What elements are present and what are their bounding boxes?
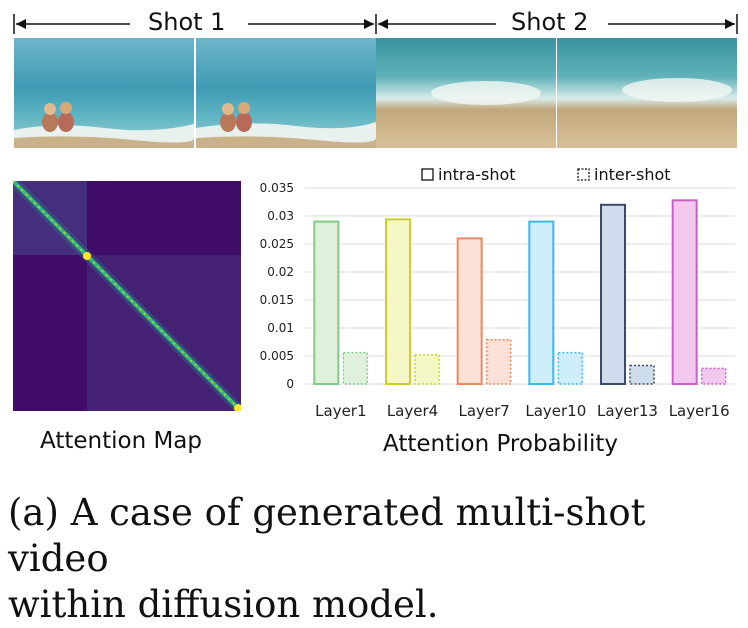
attention-probability-chart: 0 0.005 0.01 0.015 0.02 0.025 0.03 0.035 Layer1 L… bbox=[260, 165, 735, 420]
attention-map-title: Attention Map bbox=[40, 428, 202, 454]
x-tick-label: Layer1 bbox=[315, 402, 366, 420]
caption-line-2: within diffusion model. bbox=[8, 583, 439, 626]
shot-2-frame-2 bbox=[557, 38, 737, 148]
legend-label-inter-shot: inter-shot bbox=[594, 165, 671, 184]
shot-2-label: Shot 2 bbox=[497, 8, 603, 36]
intra-shot-bar-layer4 bbox=[385, 218, 411, 385]
x-tick-label: Layer16 bbox=[669, 402, 730, 420]
inter-shot-bar-layer13 bbox=[629, 364, 655, 385]
inter-shot-bar-layer10 bbox=[557, 351, 584, 385]
x-tick-label: Layer13 bbox=[597, 402, 658, 420]
y-tick-label: 0.015 bbox=[260, 293, 294, 307]
y-tick-label: 0.01 bbox=[267, 321, 294, 335]
y-tick-label: 0.025 bbox=[260, 237, 294, 251]
y-tick-label: 0.005 bbox=[260, 349, 294, 363]
shot-1-frame-2 bbox=[196, 38, 376, 148]
x-tick-label: Layer7 bbox=[458, 402, 509, 420]
legend-swatch-inter-shot bbox=[577, 168, 590, 181]
intra-shot-bar-layer16 bbox=[671, 199, 698, 385]
inter-shot-bar-layer4 bbox=[414, 354, 440, 385]
video-frames bbox=[14, 38, 737, 148]
legend-label-intra-shot: intra-shot bbox=[438, 165, 516, 184]
legend-swatch-intra-shot bbox=[421, 168, 434, 181]
inter-shot-bar-layer16 bbox=[700, 367, 727, 385]
chart-xlabel: Attention Probability bbox=[383, 431, 619, 457]
x-tick-label: Layer10 bbox=[525, 402, 586, 420]
figure-caption: (a) A case of generated multi-shot video… bbox=[8, 490, 738, 628]
attention-heatmap bbox=[13, 181, 241, 411]
inter-shot-bar-layer7 bbox=[485, 339, 512, 385]
intra-shot-bar-layer1 bbox=[313, 220, 340, 385]
shot-1-label: Shot 1 bbox=[134, 8, 240, 36]
shot-1-frame-1 bbox=[14, 38, 194, 148]
y-tick-label: 0.035 bbox=[260, 181, 294, 195]
x-tick-label: Layer4 bbox=[387, 402, 438, 420]
y-tick-label: 0.02 bbox=[267, 265, 294, 279]
intra-shot-bar-layer10 bbox=[528, 220, 555, 385]
intra-shot-bar-layer7 bbox=[456, 237, 483, 386]
shot-2-frame-1 bbox=[376, 38, 556, 148]
y-tick-label: 0 bbox=[286, 377, 294, 391]
shot-arrows bbox=[13, 14, 738, 34]
caption-line-1: (a) A case of generated multi-shot video bbox=[8, 491, 646, 580]
inter-shot-bar-layer1 bbox=[342, 351, 369, 385]
y-tick-label: 0.03 bbox=[267, 209, 294, 223]
intra-shot-bar-layer13 bbox=[600, 203, 626, 385]
